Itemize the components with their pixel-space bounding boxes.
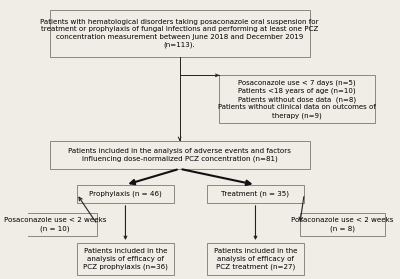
FancyBboxPatch shape [50, 10, 310, 57]
FancyBboxPatch shape [300, 213, 384, 237]
FancyBboxPatch shape [207, 185, 304, 203]
Text: Patients included in the
analysis of efficacy of
PCZ treatment (n=27): Patients included in the analysis of eff… [214, 248, 297, 270]
Text: Patients with hematological disorders taking posaconazole oral suspension for
tr: Patients with hematological disorders ta… [40, 19, 319, 48]
FancyBboxPatch shape [77, 185, 174, 203]
Text: Patients included in the analysis of adverse events and factors
influencing dose: Patients included in the analysis of adv… [68, 148, 291, 162]
FancyBboxPatch shape [12, 213, 98, 237]
Text: Treatment (n = 35): Treatment (n = 35) [222, 191, 290, 197]
Text: Posaconazole use < 7 days (n=5)
Patients <18 years of age (n=10)
Patients withou: Posaconazole use < 7 days (n=5) Patients… [218, 80, 376, 119]
Text: Patients included in the
analysis of efficacy of
PCZ prophylaxis (n=36): Patients included in the analysis of eff… [83, 248, 168, 270]
FancyBboxPatch shape [219, 75, 375, 123]
Text: Posaconazole use < 2 weeks
(n = 8): Posaconazole use < 2 weeks (n = 8) [291, 217, 393, 232]
FancyBboxPatch shape [77, 243, 174, 275]
Text: Prophylaxis (n = 46): Prophylaxis (n = 46) [89, 191, 162, 197]
Text: Posaconazole use < 2 weeks
(n = 10): Posaconazole use < 2 weeks (n = 10) [4, 217, 106, 232]
FancyBboxPatch shape [50, 141, 310, 169]
FancyBboxPatch shape [207, 243, 304, 275]
